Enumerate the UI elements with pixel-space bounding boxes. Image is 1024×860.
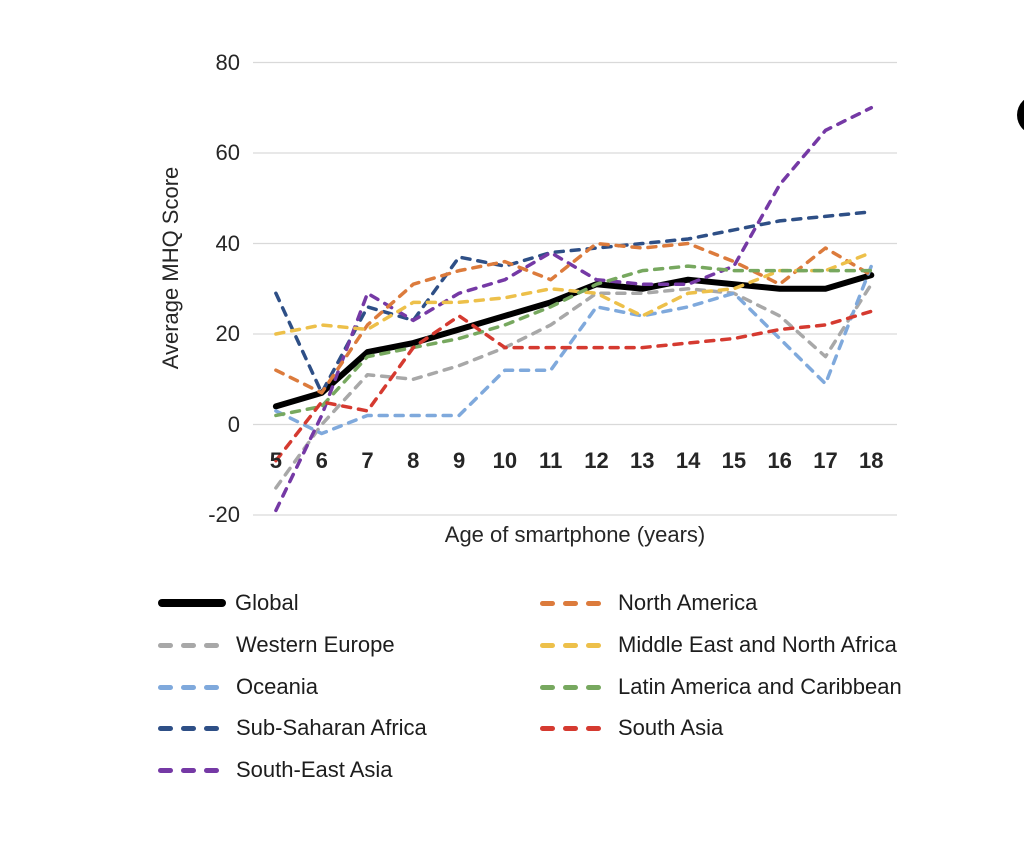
x-tick-label: 6 [315,448,328,473]
series-line-western-europe [274,282,874,490]
edge-circle-decoration [1017,95,1024,135]
series-line-north-america [274,241,874,395]
legend-item-north-america: North America [540,590,757,616]
y-tick-label: 20 [215,321,240,346]
legend-swatch-sub-saharan-africa [158,725,227,731]
x-tick-label: 12 [584,448,609,473]
series-line-global [272,272,875,410]
x-tick-label: 5 [269,448,283,473]
series-line-south-asia [274,309,874,463]
legend-item-western-europe: Western Europe [158,632,395,658]
x-tick-label: 10 [492,448,518,473]
x-tick-label: 9 [452,448,466,473]
y-tick-label: 40 [215,230,240,256]
y-tick-label: 80 [215,49,240,75]
legend-item-south-asia: South Asia [540,715,723,741]
x-tick-label: 18 [859,448,884,473]
y-tick-label: 60 [215,140,240,165]
legend-item-latin-america-and-caribbean: Latin America and Caribbean [540,674,902,700]
series-line-sub-saharan-africa [274,210,874,395]
legend-label: Sub-Saharan Africa [236,715,427,740]
legend-label: Latin America and Caribbean [618,674,902,699]
series-line-south-east-asia [274,106,874,513]
legend-swatch-north-america [540,600,609,606]
legend-swatch-global [158,599,226,607]
legend-swatch-south-asia [540,725,609,731]
y-axis-title: Average MHQ Score [158,166,183,370]
x-tick-label: 15 [721,448,747,473]
x-tick-label: 7 [361,448,374,473]
legend-item-global: Global [158,590,299,616]
legend-swatch-western-europe [158,642,227,648]
y-tick-label: -20 [208,502,240,527]
legend-swatch-south-east-asia [158,767,227,773]
legend-swatch-latin-america-and-caribbean [540,684,609,690]
series-line-middle-east-and-north-africa [274,250,874,336]
x-tick-label: 11 [539,448,563,473]
legend-item-oceania: Oceania [158,674,318,700]
legend-label: Middle East and North Africa [618,632,897,657]
legend-item-sub-saharan-africa: Sub-Saharan Africa [158,715,427,741]
legend-swatch-oceania [158,684,227,690]
y-tick-label: 0 [227,411,240,437]
legend-label: South-East Asia [236,757,393,782]
legend-swatch-middle-east-and-north-africa [540,642,609,648]
legend-label: Western Europe [236,632,395,657]
legend-label: North America [618,590,758,615]
legend-label: Global [235,590,299,615]
legend-item-south-east-asia: South-East Asia [158,757,393,783]
x-axis-title: Age of smartphone (years) [444,522,706,547]
x-tick-label: 14 [675,448,701,473]
x-tick-label: 16 [767,448,792,473]
x-tick-label: 8 [407,448,420,473]
legend-item-middle-east-and-north-africa: Middle East and North Africa [540,632,897,658]
legend-label: South Asia [618,715,724,740]
x-tick-label: 13 [630,448,655,473]
legend-label: Oceania [236,674,318,699]
x-tick-label: 17 [813,448,838,473]
series-line-latin-america-and-caribbean [274,264,874,418]
